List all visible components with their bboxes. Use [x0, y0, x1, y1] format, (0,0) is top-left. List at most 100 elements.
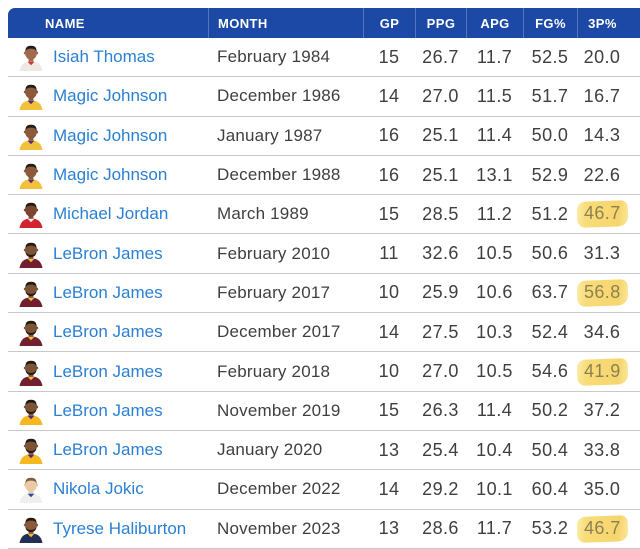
table-row: LeBron James February 2018 10 27.0 10.5 54.6 4…: [8, 352, 640, 392]
player-avatar: [19, 85, 43, 111]
player-avatar: [19, 360, 43, 386]
player-avatar: [19, 45, 43, 72]
table-header: NAME MONTH GP PPG APG FG% 3P%: [8, 8, 640, 38]
cell-name: Magic Johnson: [8, 82, 208, 111]
cell-three-pct: 14.3: [583, 125, 621, 146]
player-avatar: [19, 321, 43, 347]
cell-ppg: 27.0: [422, 361, 459, 382]
header-cell-apg[interactable]: APG: [466, 8, 523, 38]
player-name-link[interactable]: LeBron James: [53, 322, 163, 342]
cell-ppg: 28.5: [422, 203, 459, 224]
cell-ppg: 32.6: [422, 243, 459, 264]
cell-month: November 2019: [217, 400, 341, 420]
header-cell-gp[interactable]: GP: [363, 8, 415, 38]
cell-apg: 11.7: [476, 46, 513, 67]
player-name-link[interactable]: Magic Johnson: [53, 125, 168, 145]
cell-fg-pct: 51.2: [531, 203, 569, 224]
player-name-link[interactable]: LeBron James: [53, 440, 163, 460]
cell-ppg: 26.7: [422, 46, 459, 67]
cell-fg-pct: 60.4: [531, 478, 569, 499]
cell-fg-pct: 54.6: [531, 361, 569, 382]
cell-three-pct: 22.6: [583, 164, 621, 185]
player-avatar: [19, 242, 43, 268]
header-cell-fg_pct[interactable]: FG%: [523, 8, 577, 38]
cell-gp: 13: [378, 518, 400, 539]
three-pct-value: 46.7: [583, 517, 621, 538]
header-cell-three_pct[interactable]: 3P%: [577, 8, 627, 38]
player-avatar: [19, 203, 43, 229]
player-name-link[interactable]: LeBron James: [53, 243, 163, 263]
cell-gp: 14: [378, 478, 400, 499]
cell-name: LeBron James: [8, 436, 208, 465]
player-avatar: [19, 281, 43, 307]
cell-name: Magic Johnson: [8, 122, 208, 150]
cell-month: February 2018: [217, 361, 331, 381]
cell-name: Michael Jordan: [8, 200, 208, 229]
cell-fg-pct: 50.6: [531, 243, 569, 264]
player-name-link[interactable]: Michael Jordan: [53, 204, 169, 224]
cell-apg: 11.2: [476, 203, 513, 224]
cell-ppg: 28.6: [422, 518, 459, 539]
cell-name: LeBron James: [8, 358, 208, 386]
cell-month: November 2023: [217, 518, 341, 538]
cell-three-pct: 16.7: [583, 85, 621, 106]
cell-fg-pct: 53.2: [531, 518, 569, 539]
cell-month: February 2010: [217, 243, 331, 263]
table-row: Michael Jordan March 1989 15 28.5 11.2 51.2 46…: [8, 195, 640, 235]
cell-fg-pct: 52.9: [531, 164, 569, 185]
cell-ppg: 25.9: [422, 282, 459, 303]
cell-apg: 11.7: [476, 518, 513, 539]
cell-name: Isiah Thomas: [8, 43, 208, 72]
cell-name: LeBron James: [8, 240, 208, 268]
header-cell-name[interactable]: NAME: [45, 15, 85, 31]
cell-three-pct: 46.7: [576, 514, 628, 543]
player-name-link[interactable]: Tyrese Haliburton: [53, 518, 187, 538]
cell-month: March 1989: [217, 204, 309, 224]
cell-ppg: 27.0: [422, 85, 459, 106]
player-name-link[interactable]: LeBron James: [53, 361, 163, 381]
player-name-link[interactable]: Nikola Jokic: [53, 479, 144, 499]
cell-name: LeBron James: [8, 279, 208, 307]
table-row: Magic Johnson January 1987 16 25.1 11.4 50.0 1…: [8, 116, 640, 156]
player-name-link[interactable]: LeBron James: [53, 282, 163, 302]
cell-three-pct: 33.8: [583, 439, 621, 460]
cell-month: December 2022: [217, 479, 341, 499]
cell-ppg: 25.1: [422, 164, 459, 185]
player-avatar: [19, 399, 43, 425]
table-row: Magic Johnson December 1986 14 27.0 11.5 51.7…: [8, 77, 640, 117]
cell-three-pct: 31.3: [583, 243, 621, 264]
cell-ppg: 29.2: [422, 478, 459, 499]
cell-fg-pct: 51.7: [531, 85, 569, 106]
cell-three-pct: 37.2: [583, 400, 621, 421]
header-cell-month[interactable]: MONTH: [208, 8, 363, 38]
cell-three-pct: 34.6: [583, 321, 621, 342]
player-name-link[interactable]: Isiah Thomas: [53, 47, 155, 67]
cell-ppg: 25.1: [422, 125, 459, 146]
header-cell-ppg[interactable]: PPG: [415, 8, 466, 38]
cell-apg: 11.5: [476, 85, 513, 106]
cell-apg: 10.1: [476, 478, 513, 499]
cell-name: Nikola Jokic: [8, 475, 208, 504]
player-avatar: [19, 163, 43, 190]
three-pct-value: 46.7: [583, 203, 621, 224]
cell-gp: 11: [379, 243, 399, 264]
cell-fg-pct: 50.4: [531, 439, 569, 460]
cell-gp: 13: [378, 439, 400, 460]
player-name-link[interactable]: Magic Johnson: [53, 86, 168, 106]
player-name-link[interactable]: LeBron James: [53, 400, 163, 420]
cell-month: December 2017: [217, 322, 341, 342]
player-name-link[interactable]: Magic Johnson: [53, 165, 168, 185]
cell-apg: 13.1: [476, 164, 513, 185]
table-row: LeBron James February 2010 11 32.6 10.5 50.6 3…: [8, 234, 640, 274]
cell-ppg: 25.4: [422, 439, 459, 460]
cell-name: Tyrese Haliburton: [8, 515, 208, 543]
cell-gp: 10: [378, 361, 400, 382]
three-pct-highlight: 46.7: [576, 514, 628, 543]
cell-fg-pct: 63.7: [531, 282, 569, 303]
player-avatar: [19, 124, 43, 150]
cell-name: LeBron James: [8, 318, 208, 347]
cell-apg: 10.4: [476, 439, 513, 460]
table-body: Isiah Thomas February 1984 15 26.7 11.7 52.5 2…: [8, 38, 640, 549]
player-avatar: [19, 517, 43, 543]
